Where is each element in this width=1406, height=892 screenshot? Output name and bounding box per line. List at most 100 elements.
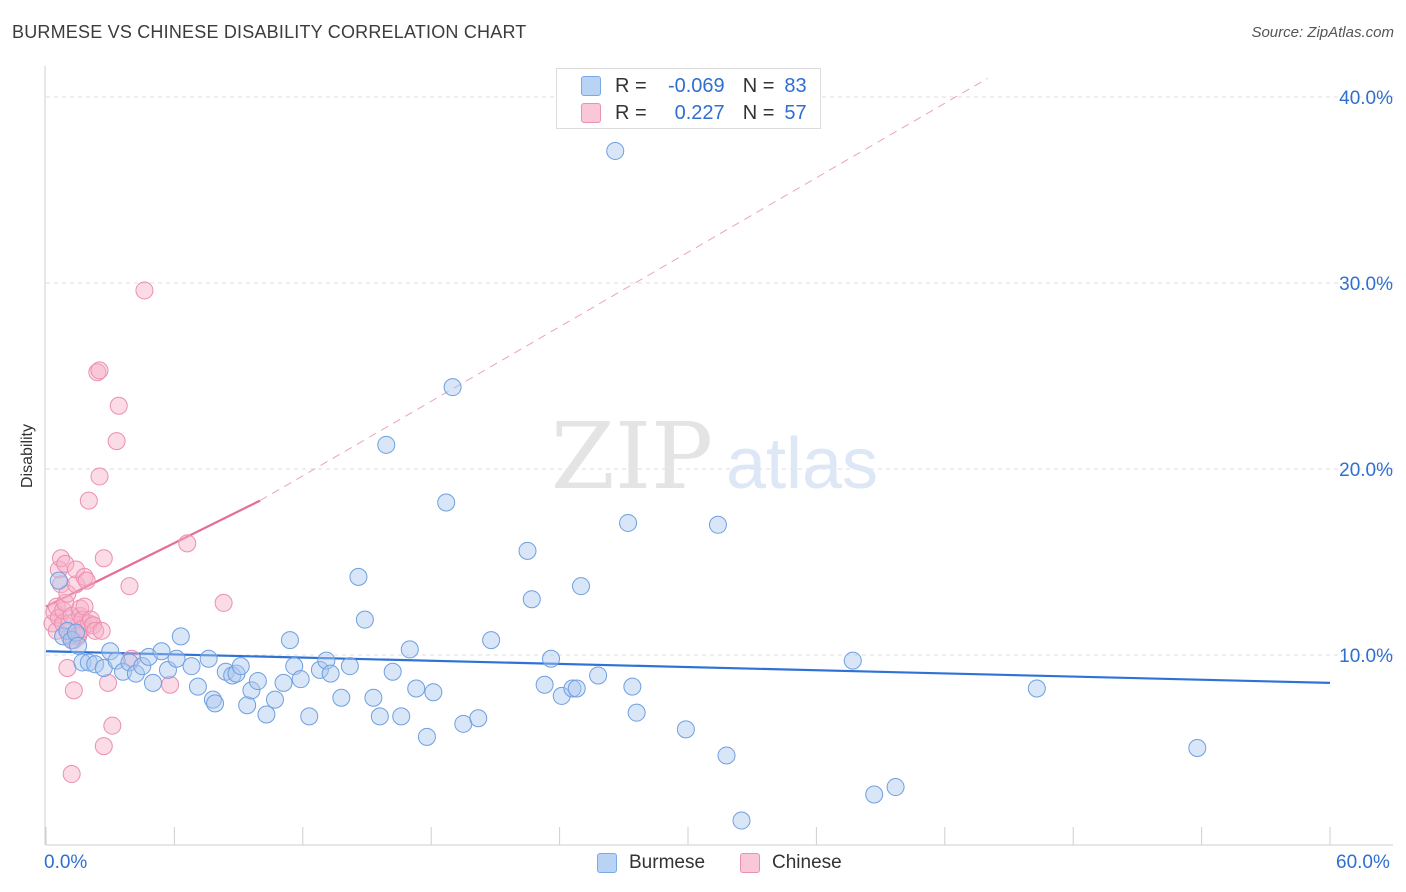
burmese-point [469,709,488,728]
burmese-point [280,631,299,650]
burmese-point [126,664,145,683]
burmese-point [300,707,319,726]
burmese-point [349,567,368,586]
burmese-point [199,649,218,668]
burmese-point [717,746,736,765]
legend-label-chinese: Chinese [772,852,842,873]
chinese-point [58,659,77,678]
burmese-point [370,707,389,726]
burmese-point [567,679,586,698]
burmese-point [206,694,225,713]
burmese-point [1188,739,1207,757]
chinese-point [107,432,126,451]
watermark: ZIP atlas [551,403,878,510]
burmese-point [152,642,171,661]
chinese-point [109,396,128,415]
chinese-point [64,681,83,700]
r-value: -0.069 [667,74,725,97]
stats-row-chinese: R = 0.227 N = 57 [581,101,807,125]
burmese-point [144,673,162,692]
burmese-point [332,688,351,707]
chinese-point [161,675,180,694]
burmese-point [171,627,190,646]
burmese-point [188,677,207,696]
burmese-point [182,657,201,676]
burmese-point [377,435,396,454]
burmese-point [383,662,402,681]
burmese-point [552,686,571,705]
chinese-point [86,621,105,640]
burmese-point [238,696,257,715]
burmese-point [291,670,310,689]
stats-legend: R = -0.069 N = 83 R = 0.227 N = 57 [556,68,821,129]
chinese-point [214,593,233,612]
r-value: 0.227 [674,101,725,124]
axes [44,66,1393,846]
chinese-point [62,765,81,784]
burmese-point [321,664,340,683]
burmese-point [242,681,261,700]
burmese-point [732,811,751,830]
burmese-point [257,705,276,724]
chinese-point [90,361,109,380]
chinese-point [99,673,118,692]
burmese-point [886,778,905,797]
stats-row-burmese: R = -0.069 N = 83 [581,74,807,98]
burmese-point [407,679,426,698]
burmese-point [454,714,473,733]
burmese-point [400,640,419,659]
chinese-point [79,491,98,510]
chinese-trend-extension [259,77,988,502]
burmese-point [133,657,152,676]
burmese-point [167,649,186,668]
burmese-point [417,727,436,746]
burmese-point [355,610,374,629]
burmese-point [865,785,884,804]
burmese-point [285,657,304,676]
chinese-trend-line [45,499,261,608]
chinese-point [120,577,139,596]
x-tick-label-min: 0.0% [44,852,88,873]
burmese-point [69,636,88,655]
chinese-point [90,467,109,486]
chinese-point [77,571,96,590]
burmese-point [619,513,638,532]
burmese-point [572,577,590,596]
burmese-point [274,673,293,692]
chinese-point [92,621,111,640]
grid-lines [46,96,1395,656]
burmese-point [248,672,267,691]
legend-item-chinese[interactable]: Chinese [740,852,842,874]
burmese-point [606,141,625,160]
chinese-points [43,281,233,784]
n-label: N = [742,101,775,124]
burmese-trend-line [45,650,1331,684]
chinese-point [94,737,113,756]
x-tick-label-max: 60.0% [1336,852,1390,873]
watermark-zip: ZIP [551,403,713,510]
burmese-points [49,141,1207,830]
burmese-point [231,657,250,676]
burmese-point [443,378,462,397]
chinese-point [94,549,113,568]
n-value: 57 [784,101,807,124]
burmese-point [627,703,646,722]
burmese-swatch [581,76,601,96]
burmese-point [265,690,284,709]
watermark-atlas: atlas [726,424,878,504]
chinese-point [75,597,94,616]
burmese-point [708,515,727,534]
legend-item-burmese[interactable]: Burmese [597,852,705,874]
y-tick-label: 30.0% [1339,274,1393,295]
r-label: R = [615,101,647,124]
burmese-point [1027,679,1046,698]
burmese-point [49,571,68,590]
burmese-point [522,590,541,609]
burmese-point [86,655,105,674]
chinese-point [103,716,122,735]
burmese-point [482,631,501,650]
chinese-point [135,281,154,300]
burmese-point [101,642,120,661]
y-tick-label: 20.0% [1339,460,1393,481]
